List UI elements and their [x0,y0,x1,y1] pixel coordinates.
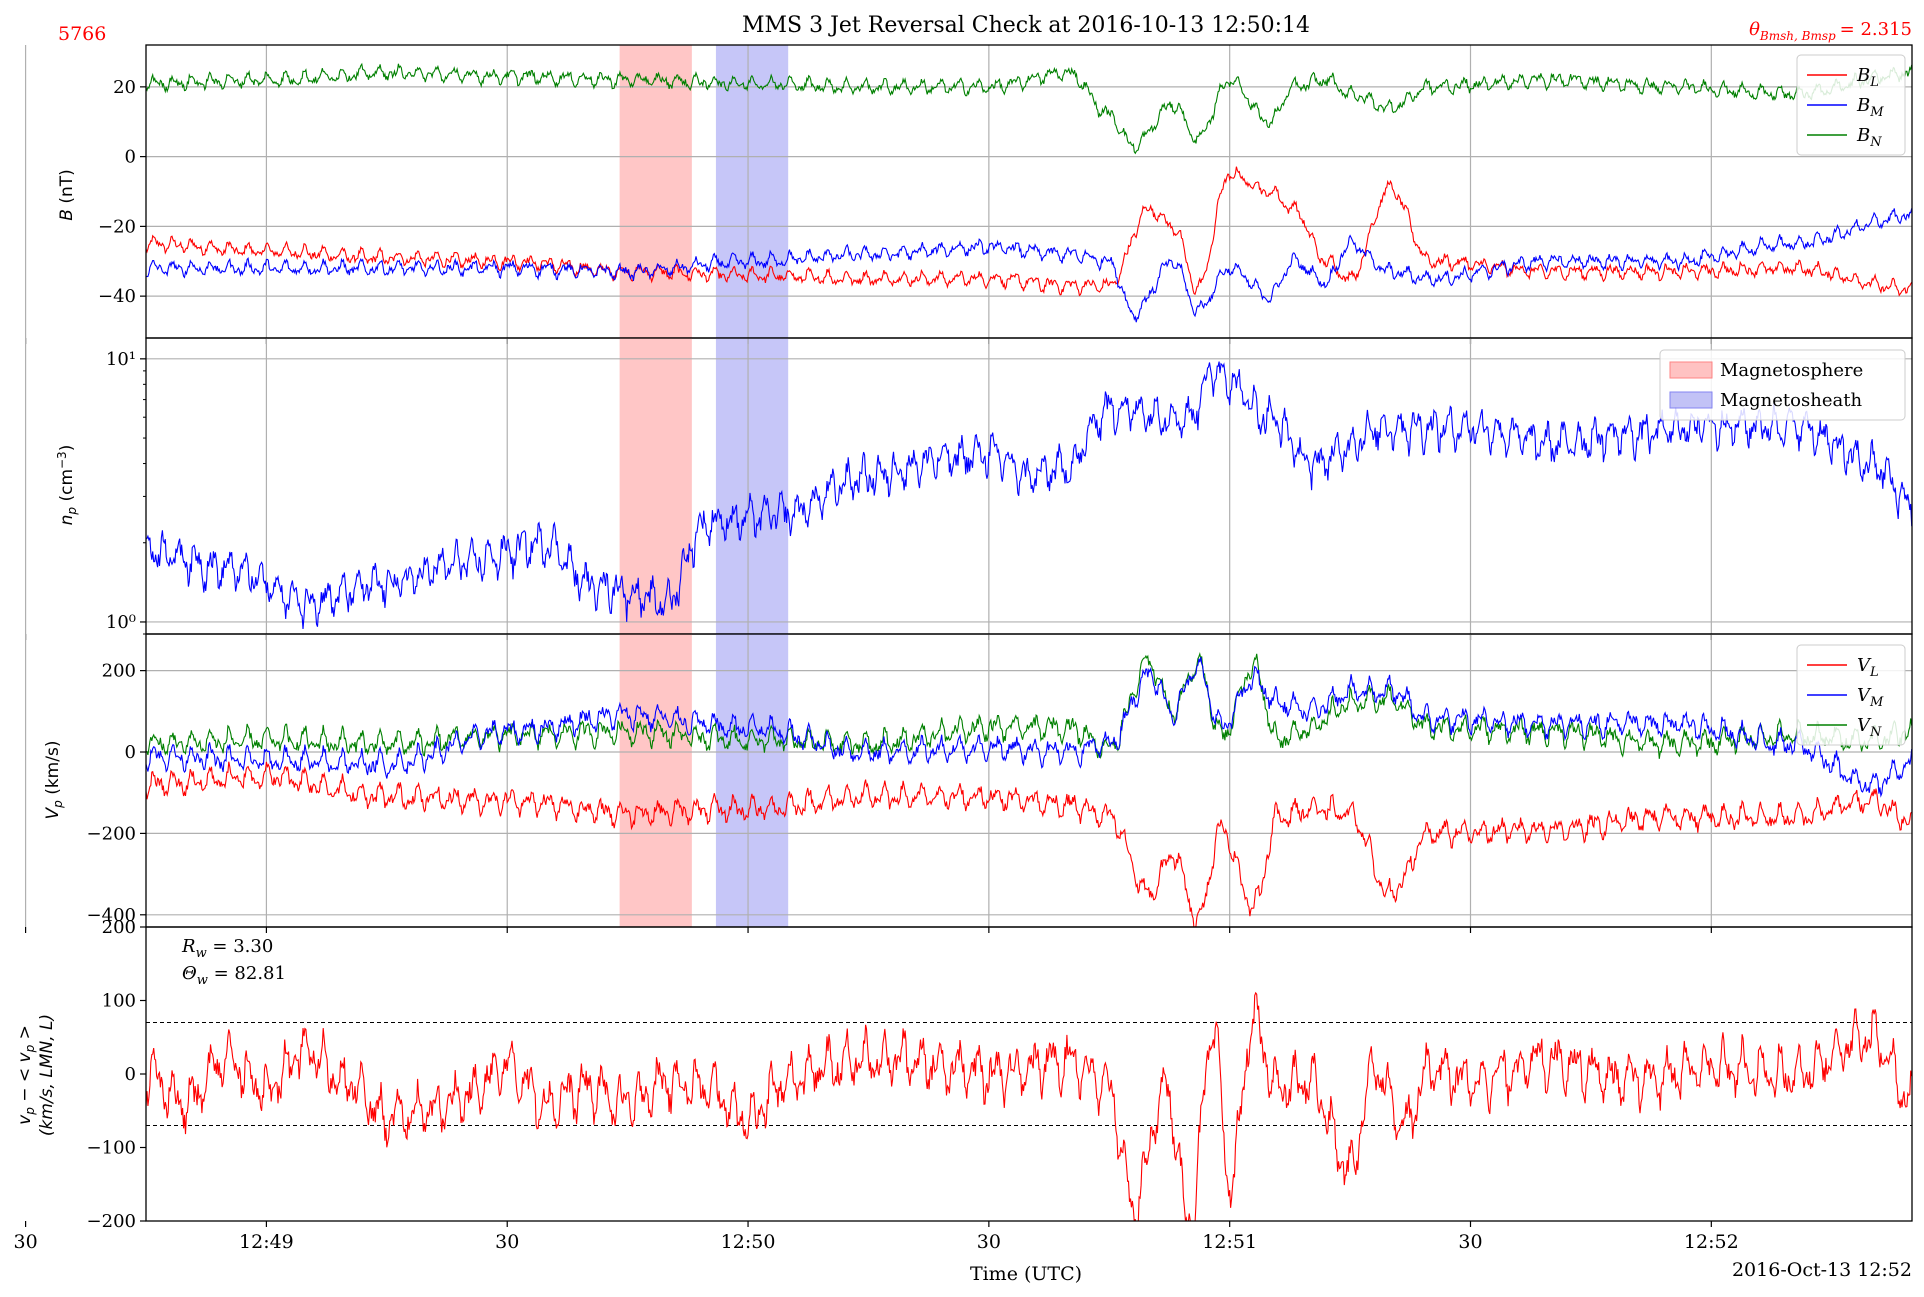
series-line-vm [146,656,1912,798]
id-label: 5766 [58,23,106,45]
y-tick-label: −200 [87,1211,136,1232]
series-line-vn [146,651,1912,760]
annotation-text: Rw = 3.30 [181,936,273,961]
annotation-text: Θw = 82.81 [182,963,286,988]
y-tick-label: −20 [98,216,136,237]
legend-entry: Magnetosphere [1720,360,1863,381]
shaded-region-magnetosphere [619,634,692,927]
shaded-region-magnetosphere [619,45,692,338]
y-tick-label: 0 [125,147,136,168]
series-line-np [146,361,1912,629]
series-line-bn [146,62,1912,155]
y-axis-label-np: np (cm−3) [55,445,79,526]
legend-entry: VM [1857,685,1884,710]
y-axis-label-residual-2: (km/s, LMN, L) [37,1014,57,1136]
angle-subscript: Bmsh, Bmsp [1759,29,1836,43]
x-tick-label: 12:50 [721,1231,776,1253]
x-axis-date-label: 2016-Oct-13 12:52 [1732,1259,1912,1281]
y-axis-label-vp: Vp (km/s) [43,741,65,820]
y-tick-label: −400 [87,905,136,926]
x-tick-label: 12:52 [1684,1231,1739,1253]
angle-value: = 2.315 [1840,19,1912,40]
series-line-bm [146,208,1912,323]
y-tick-label: 200 [102,917,136,938]
shaded-region-magnetosheath [715,45,789,338]
shaded-region-magnetosphere [619,338,692,634]
y-tick-label: 0 [125,1064,136,1085]
series-group [146,651,1912,927]
y-tick-label: −40 [98,286,136,307]
angle-symbol: θ [1749,19,1760,40]
series-line-vl [146,761,1912,927]
y-tick-label: 10⁰ [106,612,136,633]
y-axis-label-b: B (nT) [57,169,77,221]
x-tick-label: 30 [1458,1231,1482,1253]
series-group [146,991,1912,1221]
legend-entry: BM [1856,95,1884,120]
x-tick-labels: 30 12:49 30 12:50 30 12:51 30 12:52 [13,1231,1738,1253]
legend-swatch [1669,391,1713,409]
angle-readout: θBmsh, Bmsp = 2.315 [1749,19,1912,43]
y-tick-label: −200 [87,823,136,844]
x-tick-label: 30 [977,1231,1001,1253]
legend-box [1796,54,1906,156]
y-tick-label: 0 [125,742,136,763]
legend-entry: BN [1856,125,1882,150]
shaded-region-magnetosheath [715,338,789,634]
density-panel: 10⁰ 10¹ Magnetosphere Magnetosheath [24,337,1913,640]
y-tick-label: 100 [102,991,136,1012]
y-tick-label: 10¹ [106,349,136,370]
legend-entry: VN [1857,715,1882,740]
x-axis-label: Time (UTC) [970,1263,1082,1285]
y-tick-label: −100 [87,1138,136,1159]
series-group [146,361,1912,629]
series-line-residual [146,991,1912,1221]
x-tick-label: 30 [13,1231,37,1253]
x-tick-label: 12:51 [1202,1231,1257,1253]
x-tick-label: 30 [495,1231,519,1253]
series-group [146,62,1912,323]
shaded-region-magnetosheath [715,634,789,927]
y-tick-label: 200 [102,661,136,682]
chart-title: MMS 3 Jet Reversal Check at 2016-10-13 1… [742,13,1310,38]
legend-swatch [1669,361,1713,379]
x-tick-label: 12:49 [239,1231,294,1253]
y-tick-label: 20 [113,77,136,98]
series-line-bl [146,166,1912,297]
legend-entry: VL [1857,655,1879,680]
legend-box [1796,644,1906,746]
y-axis-label-residual-1: vp − < vp > [15,1025,37,1125]
velocity-panel: 200 0 −200 −400 VL VM VN [24,633,1913,933]
magnetic-field-panel: 20 0 −20 −40 BL BM BN [24,44,1913,344]
legend-entry: Magnetosheath [1720,390,1862,411]
legend-entry: BL [1856,65,1879,90]
legend-box [1659,349,1906,421]
